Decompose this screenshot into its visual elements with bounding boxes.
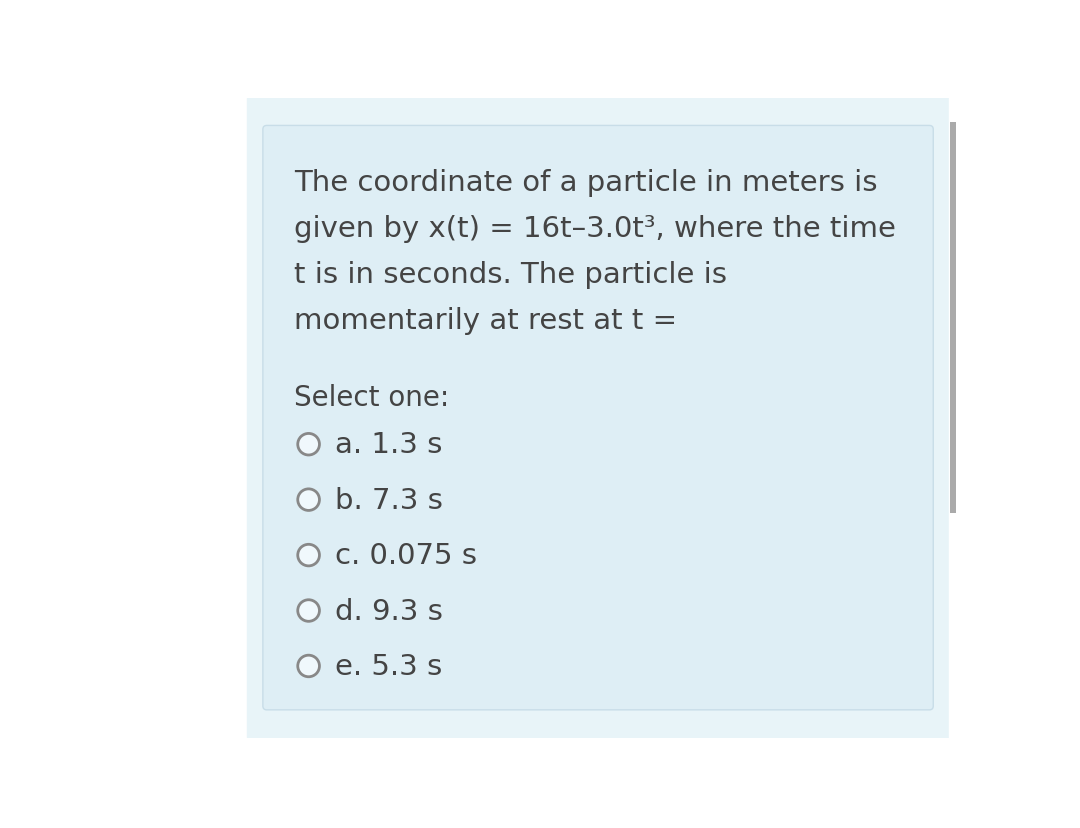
Circle shape [298, 600, 320, 622]
Text: c. 0.075 s: c. 0.075 s [335, 542, 477, 570]
Text: t is in seconds. The particle is: t is in seconds. The particle is [294, 261, 727, 289]
Bar [949, 123, 956, 513]
Text: a. 1.3 s: a. 1.3 s [335, 431, 443, 459]
Text: The coordinate of a particle in meters is: The coordinate of a particle in meters i… [294, 169, 877, 196]
Circle shape [298, 489, 320, 511]
Circle shape [298, 656, 320, 677]
Circle shape [298, 545, 320, 566]
Text: b. 7.3 s: b. 7.3 s [335, 486, 443, 514]
Text: d. 9.3 s: d. 9.3 s [335, 597, 443, 625]
Text: momentarily at rest at t =: momentarily at rest at t = [294, 307, 677, 335]
Text: given by x(t) = 16t–3.0t³, where the time: given by x(t) = 16t–3.0t³, where the tim… [294, 214, 895, 243]
FancyBboxPatch shape [262, 127, 933, 710]
Circle shape [298, 434, 320, 455]
Text: e. 5.3 s: e. 5.3 s [335, 652, 442, 680]
Text: Select one:: Select one: [294, 384, 449, 412]
